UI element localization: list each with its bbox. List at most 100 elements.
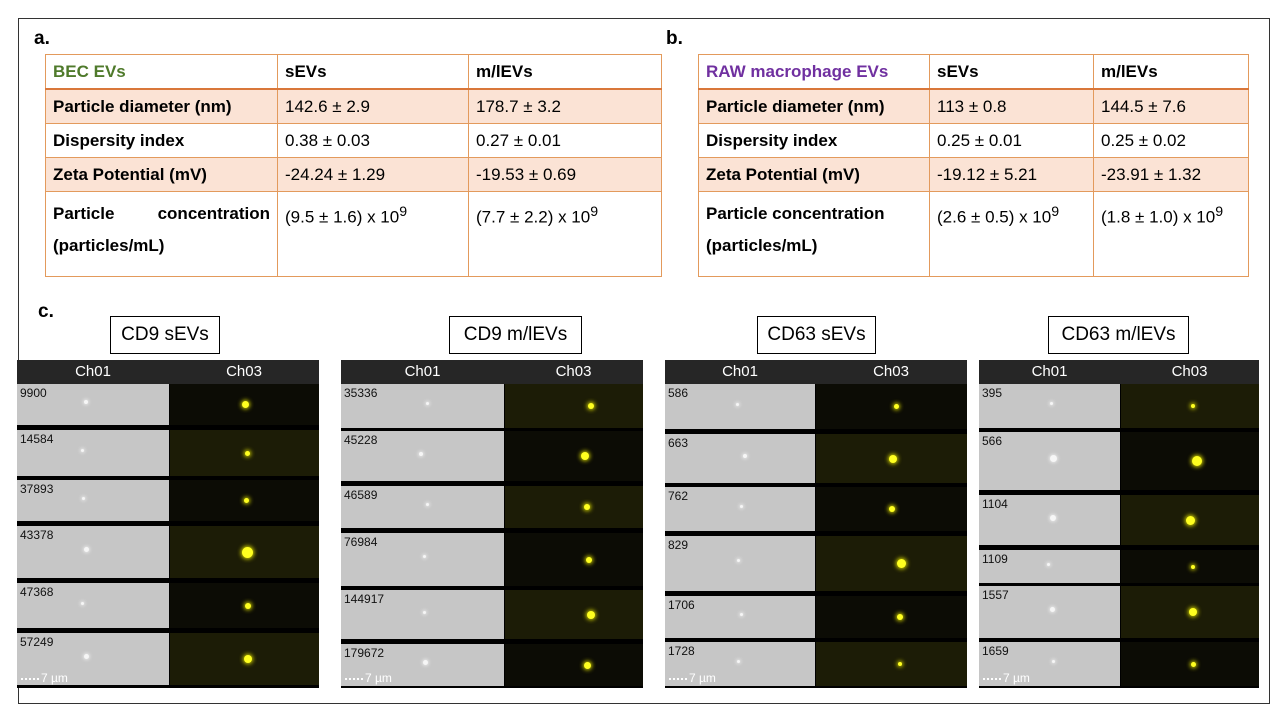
panel-caption: CD9 sEVs bbox=[110, 316, 220, 354]
channel-label-ch01: Ch01 bbox=[404, 363, 441, 380]
brightfield-image: 76984 bbox=[341, 533, 504, 586]
event-number: 395 bbox=[982, 386, 1003, 400]
event-number: 57249 bbox=[20, 635, 54, 649]
event-row: 762 bbox=[665, 487, 967, 531]
event-number: 1728 bbox=[668, 644, 695, 658]
fluorescence-image bbox=[170, 430, 319, 476]
row-label: Dispersity index bbox=[698, 123, 930, 158]
brightfield-image: 43378 bbox=[17, 526, 169, 578]
event-number: 1706 bbox=[668, 598, 695, 612]
panel-caption: CD63 m/lEVs bbox=[1048, 316, 1189, 354]
event-row: 395 bbox=[979, 384, 1259, 428]
channel-label-ch03: Ch03 bbox=[226, 363, 262, 380]
particle-dot bbox=[423, 611, 426, 614]
table-row: Dispersity index 0.25 ± 0.01 0.25 ± 0.02 bbox=[698, 123, 1249, 158]
scale-bar: 7 µm bbox=[983, 671, 1030, 685]
event-number: 1104 bbox=[982, 497, 1008, 511]
event-row: 566 bbox=[979, 432, 1259, 490]
fluorescent-particle-dot bbox=[245, 603, 251, 609]
table-header-row: RAW macrophage EVs sEVs m/lEVs bbox=[698, 54, 1249, 90]
fluorescent-particle-dot bbox=[584, 504, 590, 510]
cell-sevs: 113 ± 0.8 bbox=[929, 88, 1094, 124]
event-number: 829 bbox=[668, 538, 689, 552]
fluorescence-image bbox=[1121, 432, 1259, 490]
table-row: Zeta Potential (mV) -24.24 ± 1.29 -19.53… bbox=[45, 157, 662, 192]
channel-label-ch03: Ch03 bbox=[1171, 363, 1208, 380]
table-title-raw: RAW macrophage EVs bbox=[698, 54, 930, 90]
event-row: 1104 bbox=[979, 495, 1259, 545]
particle-dot bbox=[84, 547, 89, 552]
fluorescence-image bbox=[816, 642, 967, 686]
brightfield-image: 9900 bbox=[17, 384, 169, 425]
fluorescent-particle-dot bbox=[244, 498, 249, 503]
channel-header: Ch01 Ch03 bbox=[979, 360, 1259, 384]
cell-mlevs: -19.53 ± 0.69 bbox=[468, 157, 662, 192]
panel-caption: CD63 sEVs bbox=[757, 316, 876, 354]
cell-sevs: (2.6 ± 0.5) x 109 bbox=[929, 191, 1094, 277]
fluorescence-image bbox=[170, 480, 319, 521]
fluorescent-particle-dot bbox=[587, 611, 595, 619]
fluorescence-image bbox=[816, 596, 967, 638]
fluorescent-particle-dot bbox=[889, 455, 897, 463]
channel-header: Ch01 Ch03 bbox=[17, 360, 319, 384]
scale-bar: 7 µm bbox=[345, 671, 392, 685]
row-label-word: concentration bbox=[157, 204, 270, 223]
event-number: 14584 bbox=[20, 432, 54, 446]
event-row: 57249 bbox=[17, 633, 319, 685]
particle-dot bbox=[740, 613, 743, 616]
brightfield-image: 47368 bbox=[17, 583, 169, 628]
fluorescent-particle-dot bbox=[581, 452, 589, 460]
value-text: (1.8 ± 1.0) x 10 bbox=[1101, 207, 1216, 227]
table-row: Particle diameter (nm) 142.6 ± 2.9 178.7… bbox=[45, 88, 662, 124]
fluorescence-image bbox=[816, 384, 967, 429]
table-bec-evs: BEC EVs sEVs m/lEVs Particle diameter (n… bbox=[45, 54, 662, 277]
particle-dot bbox=[1052, 660, 1055, 663]
table-row: Particle concentration (particles/mL) (2… bbox=[698, 191, 1249, 277]
col-header-mlevs: m/lEVs bbox=[1093, 54, 1249, 90]
row-label: Particle diameter (nm) bbox=[45, 88, 278, 124]
cell-sevs: (9.5 ± 1.6) x 109 bbox=[277, 191, 469, 277]
cell-mlevs: (7.7 ± 2.2) x 109 bbox=[468, 191, 662, 277]
event-row: 46589 bbox=[341, 486, 643, 528]
event-row: 35336 bbox=[341, 384, 643, 428]
brightfield-image: 1104 bbox=[979, 495, 1120, 545]
fluorescent-particle-dot bbox=[897, 614, 903, 620]
channel-label-ch01: Ch01 bbox=[722, 363, 758, 380]
event-number: 663 bbox=[668, 436, 689, 450]
fluorescence-image bbox=[505, 486, 643, 528]
cell-sevs: 142.6 ± 2.9 bbox=[277, 88, 469, 124]
particle-dot bbox=[423, 660, 428, 665]
panel-label-a: a. bbox=[34, 28, 50, 49]
panel-caption: CD9 m/lEVs bbox=[449, 316, 582, 354]
table-row: Dispersity index 0.38 ± 0.03 0.27 ± 0.01 bbox=[45, 123, 662, 158]
fluorescence-image bbox=[170, 526, 319, 578]
event-row: 37893 bbox=[17, 480, 319, 521]
fluorescence-image bbox=[1121, 642, 1259, 686]
event-row: 47368 bbox=[17, 583, 319, 628]
brightfield-image: 663 bbox=[665, 434, 815, 483]
cell-mlevs: (1.8 ± 1.0) x 109 bbox=[1093, 191, 1249, 277]
particle-dot bbox=[1047, 563, 1050, 566]
particle-dot bbox=[1050, 607, 1055, 612]
cell-mlevs: -23.91 ± 1.32 bbox=[1093, 157, 1249, 192]
event-row: 1659 bbox=[979, 642, 1259, 686]
row-label-units: (particles/mL) bbox=[706, 236, 818, 255]
cell-sevs: -24.24 ± 1.29 bbox=[277, 157, 469, 192]
brightfield-image: 46589 bbox=[341, 486, 504, 528]
row-label-word: Particle bbox=[53, 204, 115, 223]
cell-mlevs: 144.5 ± 7.6 bbox=[1093, 88, 1249, 124]
table-row: Particle diameter (nm) 113 ± 0.8 144.5 ±… bbox=[698, 88, 1249, 124]
particle-dot bbox=[736, 403, 739, 406]
cell-mlevs: 0.27 ± 0.01 bbox=[468, 123, 662, 158]
particle-dot bbox=[1050, 402, 1053, 405]
cell-mlevs: 0.25 ± 0.02 bbox=[1093, 123, 1249, 158]
fluorescent-particle-dot bbox=[1191, 404, 1195, 408]
fluorescence-image bbox=[505, 431, 643, 481]
event-row: 1706 bbox=[665, 596, 967, 638]
particle-dot bbox=[426, 402, 429, 405]
brightfield-image: 57249 bbox=[17, 633, 169, 685]
event-number: 35336 bbox=[344, 386, 378, 400]
particle-dot bbox=[82, 497, 85, 500]
cell-sevs: -19.12 ± 5.21 bbox=[929, 157, 1094, 192]
flow-image-panel: Ch01 Ch03 9900 14584 37893 43378 47368 57249 7 µ… bbox=[17, 360, 319, 688]
